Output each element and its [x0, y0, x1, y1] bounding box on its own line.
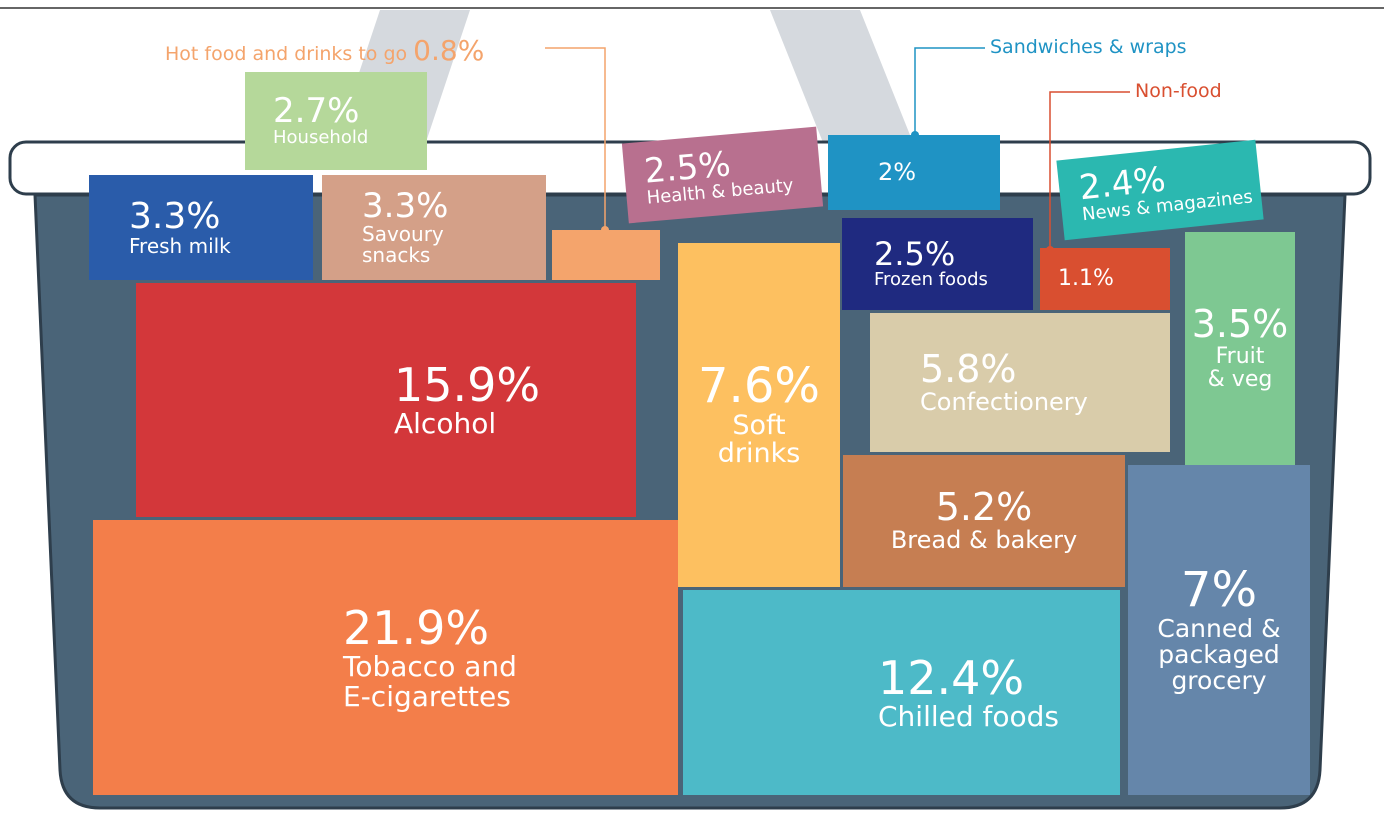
value: 3.5%	[1191, 302, 1289, 347]
category-block: 2.5% Frozen foods	[842, 218, 1033, 310]
category-block: 3.3% Savoury snacks	[322, 175, 546, 280]
category-block: 2.7% Household	[245, 72, 427, 170]
value: 5.2%	[935, 485, 1033, 530]
callout-text: Sandwiches & wraps	[990, 36, 1187, 58]
callout-value: 0.8%	[413, 34, 485, 67]
label: Household	[273, 127, 369, 149]
value: 2.7%	[273, 90, 360, 131]
label: Bread & bakery	[890, 526, 1078, 555]
category-block	[552, 230, 660, 280]
category-block: 12.4% Chilled foods	[683, 590, 1120, 795]
value: 7%	[1180, 562, 1258, 619]
callout-label: Non-food	[1135, 80, 1222, 102]
label: Savoury snacks	[362, 222, 444, 268]
value: 7.6%	[698, 358, 820, 415]
value: 3.3%	[129, 196, 221, 238]
category-block: 3.5% Fruit & veg	[1185, 232, 1295, 465]
value: 1.1%	[1058, 266, 1114, 292]
callout-line	[545, 47, 606, 230]
callout-label: Sandwiches & wraps	[990, 36, 1187, 58]
label: Tobacco and E-cigarettes	[343, 650, 517, 713]
category-block: 5.8% Confectionery	[870, 313, 1170, 452]
label: Alcohol	[394, 407, 497, 441]
label: Chilled foods	[878, 699, 1060, 733]
label: Soft drinks	[717, 409, 801, 470]
category-block: 7.6% Soft drinks	[678, 243, 840, 587]
category-block: 2%	[828, 135, 1000, 210]
value: 2%	[878, 157, 917, 186]
category-block: 21.9% Tobacco and E-cigarettes	[93, 520, 678, 795]
handle	[770, 10, 920, 160]
value: 2.5%	[874, 234, 956, 273]
category-block: 15.9% Alcohol	[136, 283, 636, 517]
callout-label: Hot food and drinks to go 0.8%	[165, 34, 484, 67]
callout-line	[1049, 91, 1130, 250]
category-block: 7% Canned & packaged grocery	[1128, 465, 1310, 795]
label: Frozen foods	[874, 269, 988, 291]
callout-text: Non-food	[1135, 80, 1222, 102]
label: Canned & packaged grocery	[1157, 613, 1281, 696]
value: 5.8%	[920, 346, 1017, 391]
callout-line	[914, 47, 985, 135]
label: Confectionery	[920, 387, 1088, 416]
category-block: 2.5% Health & beauty	[621, 126, 824, 224]
value: 3.3%	[362, 185, 449, 226]
callout-text: Hot food and drinks to go	[165, 43, 408, 65]
label: Fresh milk	[129, 233, 231, 258]
label: Fruit & veg	[1207, 344, 1273, 393]
category-block: 1.1%	[1040, 248, 1170, 310]
category-block: 3.3% Fresh milk	[89, 175, 313, 280]
value: 21.9%	[343, 600, 490, 655]
value: 12.4%	[878, 650, 1025, 705]
value: 15.9%	[394, 358, 541, 413]
category-block: 5.2% Bread & bakery	[843, 455, 1125, 587]
